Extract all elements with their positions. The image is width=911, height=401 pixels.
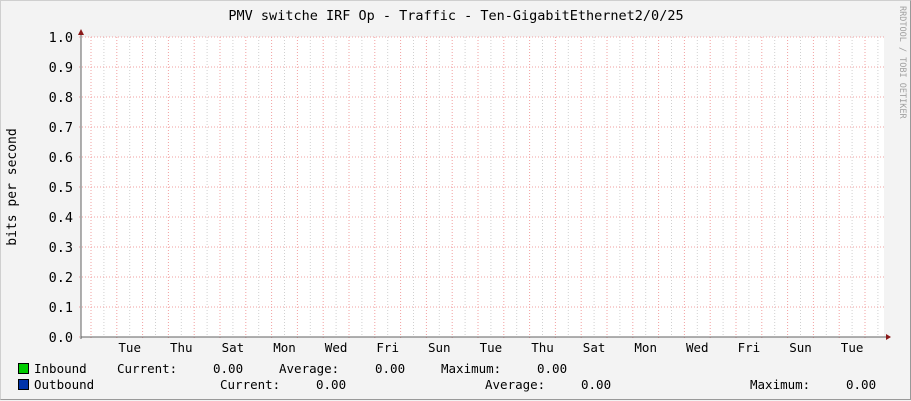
x-tick-label: Tue: [480, 340, 503, 355]
outbound-maximum-value: 0.00: [846, 377, 877, 392]
outbound-maximum-label: Maximum:: [750, 377, 811, 392]
x-tick-label: Wed: [686, 340, 709, 355]
x-tick-label: Mon: [273, 340, 296, 355]
outbound-average-value: 0.00: [581, 377, 612, 392]
watermark: RRDTOOL / TOBI OETIKER: [897, 6, 907, 119]
x-axis-arrow: [886, 334, 891, 340]
inbound-current-label: Current:: [117, 361, 178, 376]
y-tick-label: 0.2: [49, 270, 73, 286]
inbound-maximum-value: 0.00: [537, 361, 568, 376]
outbound-swatch: [18, 379, 29, 390]
inbound-current-value: 0.00: [213, 361, 244, 376]
x-tick-label: Mon: [634, 340, 657, 355]
outbound-current-label: Current:: [220, 377, 281, 392]
inbound-swatch: [18, 363, 29, 374]
y-tick-label: 0.3: [49, 240, 73, 256]
inbound-average-label: Average:: [279, 361, 340, 376]
y-tick-label: 0.6: [49, 150, 73, 166]
chart-title: PMV switche IRF Op - Traffic - Ten-Gigab…: [228, 8, 683, 24]
y-tick-label: 0.4: [49, 210, 73, 226]
outbound-current-value: 0.00: [316, 377, 347, 392]
x-tick-label: Fri: [738, 340, 761, 355]
y-tick-label: 0.0: [49, 330, 73, 346]
y-tick-label: 0.9: [49, 60, 73, 76]
inbound-legend-name: Inbound: [34, 361, 87, 376]
x-tick-label: Sat: [222, 340, 245, 355]
y-tick-label: 0.5: [49, 180, 73, 196]
x-tick-label: Tue: [118, 340, 141, 355]
inbound-average-value: 0.00: [375, 361, 406, 376]
x-tick-label: Sat: [583, 340, 606, 355]
x-tick-label: Sun: [428, 340, 451, 355]
y-axis-label: bits per second: [5, 128, 20, 245]
x-tick-label: Tue: [841, 340, 864, 355]
y-axis-arrow: [78, 29, 84, 35]
outbound-legend-name: Outbound: [34, 377, 95, 392]
inbound-maximum-label: Maximum:: [441, 361, 502, 376]
y-tick-label: 1.0: [49, 30, 73, 46]
x-tick-label: Thu: [170, 340, 193, 355]
outbound-average-label: Average:: [485, 377, 546, 392]
x-tick-label: Thu: [531, 340, 554, 355]
x-tick-label: Sun: [789, 340, 812, 355]
x-tick-label: Fri: [376, 340, 399, 355]
y-tick-label: 0.1: [49, 300, 73, 316]
y-tick-label: 0.7: [49, 120, 73, 136]
y-tick-label: 0.8: [49, 90, 73, 106]
x-tick-label: Wed: [325, 340, 348, 355]
